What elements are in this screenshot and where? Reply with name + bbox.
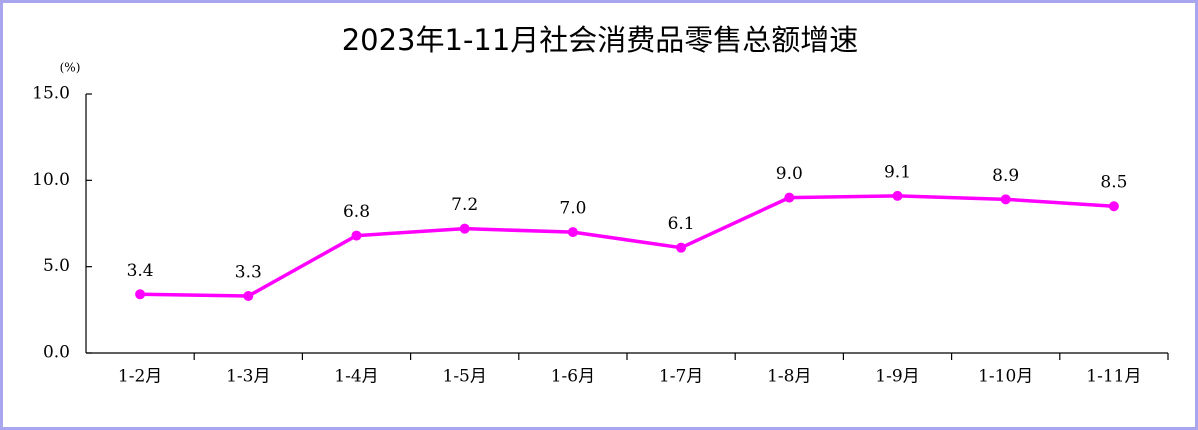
data-label: 3.3 [235, 263, 262, 283]
data-label: 7.2 [451, 195, 478, 215]
data-label: 9.0 [776, 164, 803, 184]
x-tick-label: 1-3月 [226, 367, 270, 387]
y-tick-label: 0.0 [43, 343, 70, 363]
series-line [140, 194, 1115, 298]
x-tick-label: 1-2月 [118, 367, 162, 387]
x-tick-label: 1-4月 [334, 367, 378, 387]
data-label: 3.4 [127, 261, 154, 281]
y-unit: (%) [60, 61, 81, 75]
data-label: 9.1 [884, 162, 911, 182]
data-label: 8.9 [992, 166, 1019, 186]
point [351, 230, 362, 241]
x-tick-label: 1-9月 [875, 367, 919, 387]
point [676, 242, 687, 253]
point [892, 190, 903, 201]
y-tick-label: 10.0 [32, 170, 70, 190]
x-tick-label: 1-5月 [443, 367, 487, 387]
y-tick-label: 15.0 [32, 84, 70, 104]
x-tick-label: 1-11月 [1086, 367, 1141, 387]
point [135, 289, 146, 300]
data-label: 6.8 [343, 202, 370, 222]
point [1108, 201, 1119, 212]
point [243, 291, 254, 302]
point [1000, 194, 1011, 205]
chart-title: 2023年1-11月社会消费品零售总额增速 [342, 23, 859, 57]
data-label: 6.1 [668, 214, 695, 234]
x-tick-label: 1-8月 [767, 367, 811, 387]
x-tick-label: 1-7月 [659, 367, 703, 387]
x-tick-label: 1-6月 [551, 367, 595, 387]
point [459, 223, 470, 234]
x-tick-label: 1-10月 [978, 367, 1033, 387]
data-label: 8.5 [1100, 173, 1127, 193]
point [567, 227, 578, 238]
point [784, 192, 795, 203]
data-label: 7.0 [559, 199, 586, 219]
y-tick-label: 5.0 [43, 256, 70, 276]
